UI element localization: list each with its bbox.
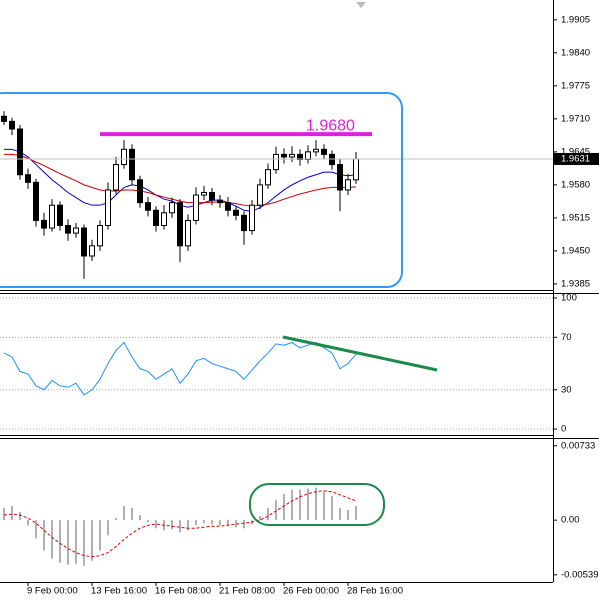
- range-box: [0, 92, 403, 288]
- divergence-box: [249, 483, 385, 526]
- candle-body: [241, 214, 247, 232]
- candle-body: [289, 153, 295, 158]
- y-tick-label: 0.00: [561, 515, 580, 526]
- candle-body: [57, 204, 63, 226]
- y-tick-label: 1.9580: [561, 179, 590, 190]
- y-tick-label: 70: [561, 332, 572, 343]
- level-label: 1.9680: [306, 117, 355, 134]
- candle-body: [145, 202, 151, 211]
- candle-body: [169, 202, 175, 214]
- x-tick-label: 28 Feb 16:00: [347, 586, 403, 597]
- candle-body: [321, 148, 327, 155]
- candle-body: [265, 169, 271, 186]
- candle-body: [353, 158, 359, 181]
- y-tick-label: 1.9385: [561, 278, 590, 289]
- candle-body: [89, 245, 95, 257]
- candle-body: [97, 224, 103, 247]
- candle-body: [137, 179, 143, 204]
- candle-body: [113, 164, 119, 191]
- x-tick-label: 26 Feb 00:00: [283, 586, 339, 597]
- x-tick-label: 13 Feb 16:00: [91, 586, 147, 597]
- candle-body: [233, 209, 239, 216]
- candle-body: [313, 148, 319, 153]
- last-price-label: 1.9631: [561, 153, 590, 164]
- x-tick-label: 21 Feb 08:00: [219, 586, 275, 597]
- candle-body: [177, 202, 183, 247]
- candle-body: [41, 219, 47, 229]
- candle-body: [281, 153, 287, 158]
- candle-body: [273, 153, 279, 171]
- y-tick-label: 1.9450: [561, 245, 590, 256]
- candle-body: [81, 227, 87, 257]
- rsi-pane: 100 70 30 0: [0, 292, 577, 435]
- candle-body: [73, 227, 79, 234]
- shift-marker: [356, 2, 366, 8]
- candle-body: [201, 191, 207, 196]
- candle-body: [337, 164, 343, 191]
- y-tick-label: 100: [561, 292, 577, 303]
- candle-body: [9, 120, 15, 130]
- candle-body: [305, 151, 311, 160]
- candle-body: [345, 179, 351, 191]
- y-tick-label: 1.9515: [561, 212, 590, 223]
- y-tick-label: 0: [561, 424, 566, 435]
- candle-body: [129, 148, 135, 181]
- price-pane: 1.9905 1.9840 1.9775 1.9710 1.9645 1.9580 1.95…: [0, 14, 599, 289]
- candle-body: [1, 115, 7, 122]
- candle-body: [209, 191, 215, 201]
- candle-body: [257, 184, 263, 206]
- trend-line: [282, 335, 438, 372]
- candle-body: [33, 181, 39, 221]
- candle-body: [49, 204, 55, 229]
- candle-body: [65, 224, 71, 234]
- macd-pane: 0.00733 0.00 -0.00539 9 Feb 00:00 13 Feb 16:…: [3, 440, 599, 597]
- candle-body: [25, 174, 31, 183]
- y-tick-label: 1.9905: [561, 14, 590, 25]
- candle-body: [249, 204, 255, 232]
- x-tick-label: 16 Feb 08:00: [155, 586, 211, 597]
- candle-body: [329, 153, 335, 166]
- y-tick-label: -0.00539: [561, 569, 599, 580]
- candle-body: [297, 153, 303, 160]
- x-tick-label: 9 Feb 00:00: [27, 586, 78, 597]
- rsi-line: [3, 341, 357, 396]
- y-tick-label: 1.9775: [561, 80, 590, 91]
- y-tick-label: 0.00733: [561, 440, 595, 451]
- y-tick-label: 1.9840: [561, 47, 590, 58]
- candle-body: [185, 219, 191, 247]
- candle-body: [153, 209, 159, 226]
- candle-body: [193, 194, 199, 221]
- y-tick-label: 1.9645: [561, 146, 590, 157]
- candle-body: [225, 202, 231, 211]
- candle-body: [17, 128, 23, 176]
- last-price-box: [554, 152, 599, 165]
- y-tick-label: 1.9710: [561, 113, 590, 124]
- candle-body: [217, 199, 223, 204]
- candle-body: [105, 189, 111, 226]
- signal-line: [3, 490, 357, 558]
- candle-body: [121, 148, 127, 166]
- candle-body: [161, 212, 167, 226]
- y-tick-label: 30: [561, 384, 572, 395]
